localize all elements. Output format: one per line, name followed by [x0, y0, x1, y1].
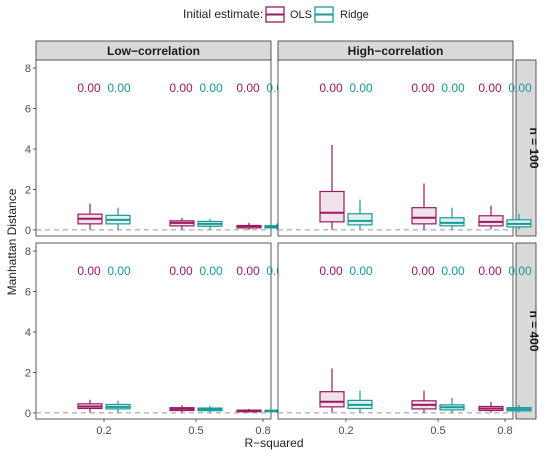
annotation-label-ols: 0.00 — [411, 81, 435, 95]
legend-title: Initial estimate: — [183, 7, 263, 21]
panel-background — [277, 242, 514, 420]
box-body — [319, 391, 345, 408]
annotation-label-ols: 0.00 — [319, 264, 343, 278]
y-tick-label: 8 — [25, 246, 31, 258]
box-ols — [77, 203, 103, 230]
annotation-label-ols: 0.00 — [77, 81, 101, 95]
panels-layer: Low−correlation High−correlation n = 100 n … — [25, 40, 541, 437]
box-ols — [411, 183, 437, 230]
x-tick-label: 0.5 — [188, 425, 203, 437]
box-ols — [478, 401, 504, 413]
x-tick-label: 0.8 — [255, 425, 270, 437]
annotation-label-ols: 0.00 — [169, 264, 193, 278]
x-axis-title: R−squared — [244, 436, 303, 450]
y-tick-label: 0 — [25, 225, 31, 237]
box-ridge — [197, 405, 223, 413]
annotation-label-ridge: 0.00 — [199, 81, 223, 95]
facet-strip-label: Low−correlation — [107, 44, 200, 58]
x-tick-label: 0.5 — [430, 425, 445, 437]
facet-strip-background — [515, 242, 537, 420]
box-ols — [478, 205, 504, 230]
box-ols — [169, 405, 195, 413]
annotation-label-ols: 0.00 — [77, 264, 101, 278]
box-ols — [77, 399, 103, 413]
facet-strip-row: n = 400 — [515, 242, 541, 420]
annotation-label-ols: 0.00 — [411, 264, 435, 278]
legend: Initial estimate: OLS Ridge — [183, 6, 369, 23]
legend-item-ridge: Ridge — [314, 6, 369, 23]
annotation-label-ridge: 0.00 — [508, 264, 532, 278]
x-tick-label: 0.2 — [96, 425, 111, 437]
annotation-label-ridge: 0.00 — [441, 81, 465, 95]
box-ols — [169, 217, 195, 230]
box-ridge — [197, 218, 223, 230]
annotation-label-ridge: 0.00 — [349, 81, 373, 95]
annotation-label-ols: 0.00 — [169, 81, 193, 95]
annotation-label-ols: 0.00 — [319, 81, 343, 95]
x-tick-label: 0.8 — [497, 425, 512, 437]
box-ols — [319, 144, 345, 230]
box-ols — [411, 390, 437, 413]
facet-strip-column: High−correlation — [277, 40, 514, 62]
annotation-label-ridge: 0.00 — [107, 264, 131, 278]
facet-panel: 0.000.000.000.000.000.00 — [35, 59, 290, 237]
y-tick-label: 0 — [25, 408, 31, 420]
box-ridge — [105, 207, 131, 230]
annotation-label-ridge: 0.00 — [349, 264, 373, 278]
y-axis-title: Manhattan Distance — [5, 188, 19, 295]
box-ridge — [347, 199, 373, 230]
box-ridge — [347, 390, 373, 413]
box-ridge — [439, 207, 465, 230]
facet-panel: 0.00 0.00 0.00 0.00 0.00 0.00 — [277, 242, 532, 420]
facet-strip-label: High−correlation — [348, 44, 444, 58]
box-ridge — [105, 400, 131, 413]
box-body — [478, 215, 504, 227]
annotation-label-ols: 0.00 — [236, 264, 260, 278]
annotation-label-ridge: 0.00 — [107, 81, 131, 95]
facet-strip-column: Low−correlation — [35, 40, 272, 62]
facet-strip-label: n = 100 — [527, 127, 541, 168]
facet-panel: 0.00 0.00 0.00 0.00 0.00 0.00 — [277, 59, 532, 237]
legend-label-ridge: Ridge — [340, 9, 369, 21]
box-body — [439, 217, 465, 227]
y-tick-label: 2 — [25, 184, 31, 196]
box-ols — [236, 222, 262, 230]
box-ridge — [506, 213, 532, 230]
box-ols — [319, 368, 345, 413]
x-tick-label: 0.2 — [338, 425, 353, 437]
panel-background — [35, 242, 272, 420]
y-tick-label: 8 — [25, 63, 31, 75]
y-tick-label: 4 — [25, 327, 31, 339]
box-body — [347, 213, 373, 226]
legend-label-ols: OLS — [290, 9, 312, 21]
facet-panel: 0.000.000.000.000.000.00 — [35, 242, 290, 420]
facet-strip-background — [515, 59, 537, 237]
y-tick-label: 6 — [25, 287, 31, 299]
annotation-label-ols: 0.00 — [478, 81, 502, 95]
box-body — [411, 207, 437, 225]
facet-strip-label: n = 400 — [527, 310, 541, 351]
box-body — [319, 190, 345, 223]
annotation-label-ridge: 0.00 — [508, 81, 532, 95]
box-ols — [236, 408, 262, 413]
annotation-label-ols: 0.00 — [478, 264, 502, 278]
panel-background — [277, 59, 514, 237]
y-tick-label: 4 — [25, 144, 31, 156]
y-tick-label: 2 — [25, 367, 31, 379]
panel-background — [35, 59, 272, 237]
y-tick-label: 6 — [25, 104, 31, 116]
box-ridge — [506, 404, 532, 413]
box-ridge — [439, 397, 465, 413]
facet-strip-row: n = 100 — [515, 59, 541, 237]
annotation-label-ols: 0.00 — [236, 81, 260, 95]
annotation-label-ridge: 0.00 — [199, 264, 223, 278]
annotation-label-ridge: 0.00 — [441, 264, 465, 278]
legend-item-ols: OLS — [265, 6, 312, 23]
